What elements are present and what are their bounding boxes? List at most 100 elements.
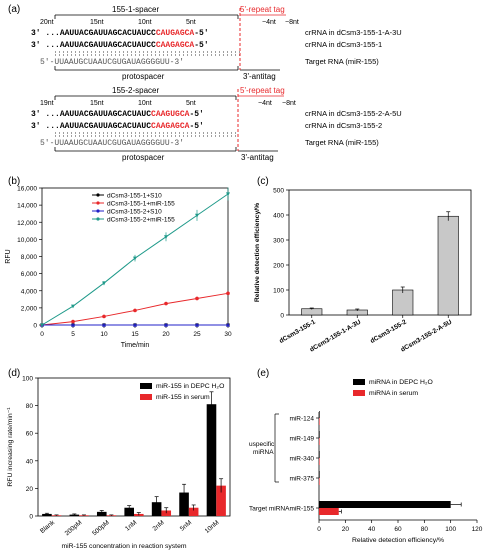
block2-antitag-label: 3'-antitag bbox=[241, 153, 274, 162]
block1-pos-5nt: 5nt bbox=[186, 19, 196, 26]
b-xtick-label: 10 bbox=[100, 331, 108, 338]
b-ytick-label: 10,000 bbox=[17, 237, 37, 244]
c-xtick-label: dCsm3-155-1-A-3U bbox=[309, 319, 363, 354]
b-xtick-label: 25 bbox=[193, 331, 201, 338]
block2-row2-desc: crRNA in dCsm3-155-2 bbox=[305, 121, 382, 130]
b-point bbox=[71, 322, 75, 327]
b-legend-marker bbox=[96, 193, 100, 197]
b-point bbox=[71, 304, 75, 309]
block2-row1: 3' ...AAUUACGAUUAGCACUAUCCAAGUGCA-5' bbox=[31, 110, 204, 119]
block2-repeat-tag-label: 5'-repeat tag bbox=[240, 86, 285, 95]
block2-pos-m4nt: −4nt bbox=[258, 100, 272, 107]
panel-c-bar-chart: 0 100 200 300 400 500 Relative detection effic… bbox=[254, 188, 472, 354]
c-bar bbox=[437, 215, 459, 316]
c-ytick-label: 200 bbox=[273, 263, 284, 270]
block1-row1: 3' ...AAUUACGAUUAGCACUAUCCCAUGAGCA-5' bbox=[31, 29, 209, 38]
block1-pos-15nt: 15nt bbox=[90, 19, 104, 26]
e-bar bbox=[319, 438, 320, 445]
c-xtick-label: dCsm3-155-1 bbox=[278, 318, 317, 344]
block1-pos-m4nt: −4nt bbox=[262, 19, 276, 26]
d-xlabel: miR-155 concentration in reaction system bbox=[61, 543, 186, 550]
c-xtick-label: dCsm3-155-2 bbox=[369, 318, 408, 344]
block1-row2: 3' ...AAUUACGAUUAGCACUAUCCCAAGAGCA-5' bbox=[31, 41, 209, 50]
d-xtick-label: 2nM bbox=[152, 519, 166, 532]
b-ytick-label: 16,000 bbox=[17, 186, 37, 193]
d-legend-swatch bbox=[140, 394, 152, 400]
block1-spacer-label: 155-1-spacer bbox=[112, 5, 159, 14]
b-ytick-label: 14,000 bbox=[17, 203, 37, 210]
b-point bbox=[71, 319, 75, 324]
b-xtick-label: 0 bbox=[40, 331, 44, 338]
block-2: 155-2-spacer 5'-repeat tag 19nt 15nt 10n… bbox=[31, 86, 402, 162]
d-xtick-label: 500pM bbox=[91, 519, 111, 537]
b-ytick-label: 0 bbox=[33, 323, 37, 330]
b-point bbox=[164, 301, 168, 306]
d-ytick-label: 40 bbox=[26, 458, 34, 465]
b-legend-label: dCsm3-155-2+S10 bbox=[107, 209, 162, 216]
b-legend-marker bbox=[96, 209, 100, 213]
b-ytick-label: 4,000 bbox=[21, 288, 38, 295]
block1-row1-desc: crRNA in dCsm3-155-1-A-3U bbox=[305, 28, 402, 37]
b-legend-label: dCsm3-155-1+miR-155 bbox=[107, 201, 175, 208]
d-bar bbox=[216, 485, 226, 516]
c-ytick-label: 500 bbox=[273, 188, 284, 195]
b-ylabel: RFU bbox=[5, 249, 12, 263]
block2-pos-15nt: 15nt bbox=[90, 100, 104, 107]
block2-row2: 3' ...AAUUACGAUUAGCACUAUCCAAGAGCA-5' bbox=[31, 122, 204, 131]
e-group-label-2: miRNA bbox=[253, 449, 274, 456]
block2-pos-5nt: 5nt bbox=[186, 100, 196, 107]
block1-row3: 5'-UUAAUGCUAAUCGUGAUAGGGGUU-3' bbox=[40, 58, 184, 67]
panel-c-label: (c) bbox=[257, 176, 269, 187]
block1-repeat-tag-label: 5'-repeat tag bbox=[240, 5, 285, 14]
e-xtick-label: 80 bbox=[421, 526, 429, 533]
e-ytick-label: miR-340 bbox=[289, 456, 314, 463]
block-1: 155-1-spacer 5'-repeat tag 20nt 15nt 10n… bbox=[31, 5, 402, 81]
panel-e-hbar-chart: 0 20 40 60 80 100 120 Relative detection effici… bbox=[249, 379, 483, 544]
block1-pos-m8nt: −8nt bbox=[285, 19, 299, 26]
d-xtick-label: Blank bbox=[39, 519, 57, 535]
d-bar bbox=[206, 404, 217, 516]
block2-row1-desc: crRNA in dCsm3-155-2-A-5U bbox=[305, 109, 402, 118]
b-point bbox=[164, 235, 168, 240]
d-bar bbox=[42, 513, 52, 516]
b-legend-label: dCsm3-155-2+miR-155 bbox=[107, 217, 175, 224]
e-bar bbox=[319, 508, 339, 515]
d-bar bbox=[124, 507, 134, 516]
b-legend-label: dCsm3-155-1+S10 bbox=[107, 193, 162, 200]
e-xtick-label: 40 bbox=[368, 526, 376, 533]
d-xtick-label: 5nM bbox=[179, 519, 193, 532]
b-ytick-label: 8,000 bbox=[21, 254, 38, 261]
panel-b-label: (b) bbox=[8, 176, 21, 187]
e-legend-label: miRNA in DEPC H₂O bbox=[369, 379, 433, 386]
e-ytick-label: miR-124 bbox=[289, 416, 314, 423]
block2-pos-m8nt: −8nt bbox=[282, 100, 296, 107]
panel-e-label: (e) bbox=[257, 368, 270, 379]
d-ytick-label: 20 bbox=[26, 486, 34, 493]
e-ytick-label: miR-375 bbox=[289, 476, 314, 483]
e-bar bbox=[319, 451, 320, 458]
e-target-label: Target miRNA bbox=[249, 506, 290, 513]
block1-row3-desc: Target RNA (miR-155) bbox=[305, 57, 379, 66]
c-ytick-label: 300 bbox=[273, 238, 284, 245]
d-ylabel: RFU increasing rate/min⁻¹ bbox=[7, 407, 14, 487]
b-point bbox=[195, 296, 199, 301]
d-ytick-label: 60 bbox=[26, 431, 34, 438]
e-ytick-label: miR-155 bbox=[289, 506, 314, 513]
b-point bbox=[40, 323, 44, 328]
e-xtick-label: 120 bbox=[472, 526, 483, 533]
b-ytick-label: 12,000 bbox=[17, 220, 37, 227]
panel-a-label: (a) bbox=[8, 4, 21, 15]
c-ytick-label: 0 bbox=[280, 313, 284, 320]
b-point bbox=[164, 322, 168, 327]
block2-row3: 5'-UUAAUGCUAAUCGUGAUAGGGGUU-3' bbox=[40, 139, 184, 148]
b-point bbox=[102, 322, 106, 327]
panel-a-sequence-diagram: 155-1-spacer 5'-repeat tag 20nt 15nt 10n… bbox=[31, 5, 402, 162]
c-ytick-label: 400 bbox=[273, 213, 284, 220]
d-xtick-label: 1nM bbox=[124, 519, 138, 532]
block1-protospacer-label: protospacer bbox=[122, 72, 165, 81]
d-ytick-label: 80 bbox=[26, 403, 34, 410]
d-xtick-label: 200pM bbox=[64, 519, 84, 537]
d-legend-label: miR-155 in serum bbox=[156, 394, 210, 401]
block2-spacer-label: 155-2-spacer bbox=[112, 86, 159, 95]
b-ytick-label: 6,000 bbox=[21, 271, 38, 278]
